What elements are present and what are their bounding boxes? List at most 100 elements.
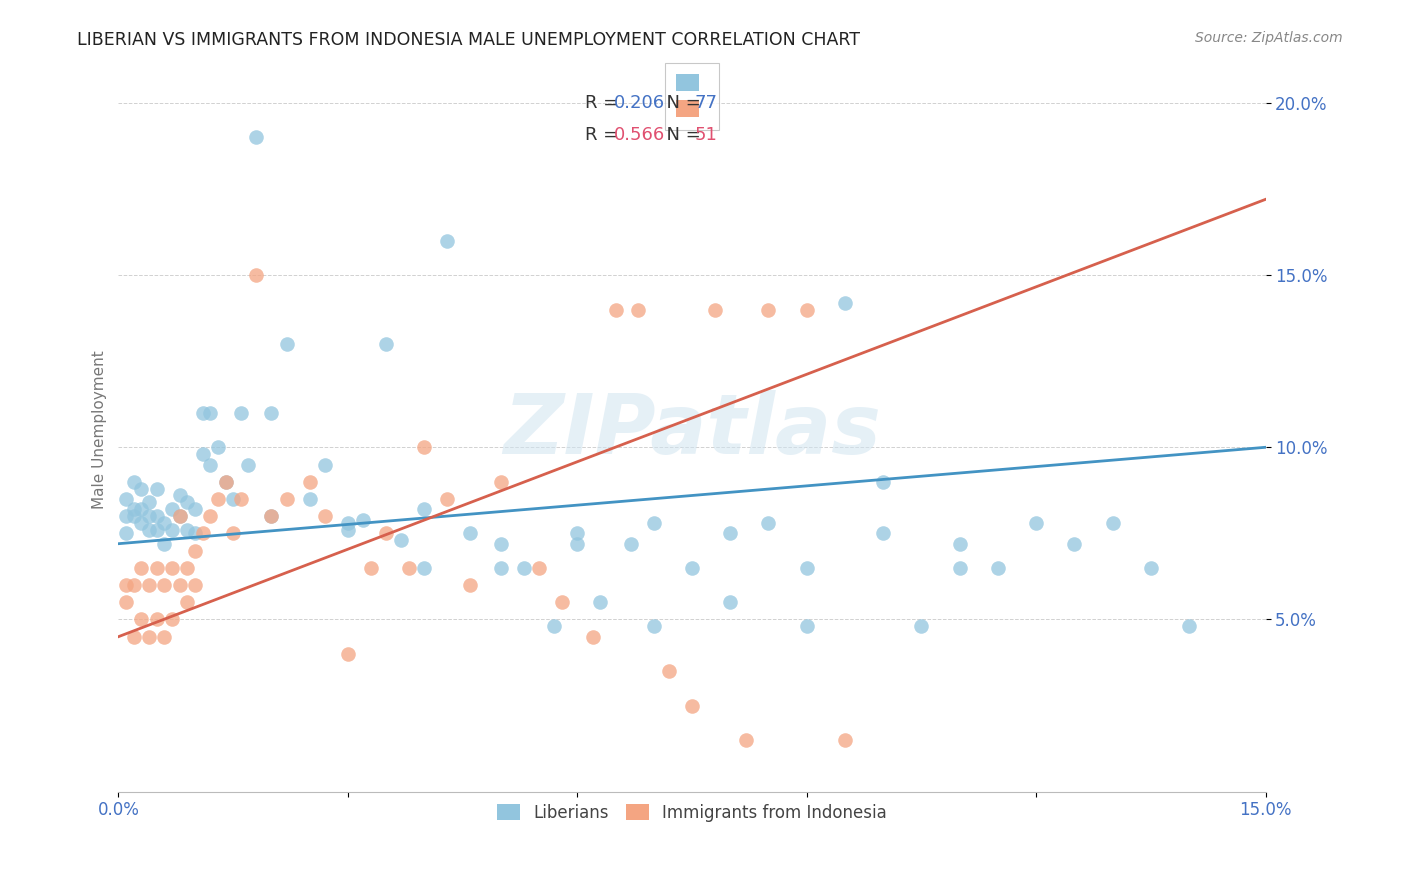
Point [987, 561, 1010, 575]
Point [834, 733, 856, 747]
Point [413, 440, 436, 454]
Point [1178, 619, 1201, 633]
Point [910, 619, 932, 633]
Point [551, 595, 574, 609]
Point [131, 561, 153, 575]
Point [191, 406, 214, 420]
Point [200, 509, 222, 524]
Point [160, 612, 183, 626]
Text: R =: R = [585, 126, 624, 144]
Point [214, 475, 236, 489]
Point [298, 491, 321, 506]
Point [115, 578, 138, 592]
Point [872, 526, 894, 541]
Point [145, 509, 167, 524]
Text: 0.566: 0.566 [614, 126, 665, 144]
Point [145, 523, 167, 537]
Point [214, 475, 236, 489]
Point [222, 526, 245, 541]
Text: N =: N = [655, 126, 707, 144]
Point [413, 502, 436, 516]
Point [245, 130, 267, 145]
Point [796, 302, 818, 317]
Point [949, 561, 972, 575]
Point [138, 630, 160, 644]
Point [115, 526, 138, 541]
Point [489, 561, 512, 575]
Point [176, 523, 198, 537]
Point [458, 526, 481, 541]
Point [352, 513, 374, 527]
Point [145, 612, 167, 626]
Point [138, 495, 160, 509]
Point [389, 533, 412, 548]
Point [153, 516, 176, 530]
Point [314, 458, 336, 472]
Point [200, 406, 222, 420]
Text: 51: 51 [695, 126, 717, 144]
Point [169, 509, 191, 524]
Point [620, 537, 643, 551]
Text: ZIPatlas: ZIPatlas [503, 390, 882, 471]
Point [207, 440, 229, 454]
Point [260, 406, 283, 420]
Point [436, 234, 458, 248]
Text: 77: 77 [695, 95, 717, 112]
Point [872, 475, 894, 489]
Point [184, 578, 207, 592]
Point [489, 475, 512, 489]
Point [796, 561, 818, 575]
Point [138, 509, 160, 524]
Point [436, 491, 458, 506]
Point [413, 561, 436, 575]
Point [643, 516, 665, 530]
Point [589, 595, 612, 609]
Point [115, 509, 138, 524]
Point [336, 523, 359, 537]
Point [398, 561, 420, 575]
Point [131, 612, 153, 626]
Point [245, 268, 267, 282]
Point [734, 733, 756, 747]
Point [336, 516, 359, 530]
Point [131, 502, 153, 516]
Point [184, 502, 207, 516]
Point [238, 458, 260, 472]
Point [360, 561, 382, 575]
Point [1025, 516, 1047, 530]
Point [115, 595, 138, 609]
Point [260, 509, 283, 524]
Point [207, 491, 229, 506]
Point [276, 491, 298, 506]
Point [131, 516, 153, 530]
Point [567, 537, 589, 551]
Point [122, 578, 145, 592]
Legend: Liberians, Immigrants from Indonesia: Liberians, Immigrants from Indonesia [488, 796, 896, 830]
Point [122, 475, 145, 489]
Text: LIBERIAN VS IMMIGRANTS FROM INDONESIA MALE UNEMPLOYMENT CORRELATION CHART: LIBERIAN VS IMMIGRANTS FROM INDONESIA MA… [77, 31, 860, 49]
Point [567, 526, 589, 541]
Point [138, 578, 160, 592]
Point [796, 619, 818, 633]
Point [145, 561, 167, 575]
Point [153, 630, 176, 644]
Point [276, 337, 298, 351]
Point [298, 475, 321, 489]
Point [184, 543, 207, 558]
Point [160, 502, 183, 516]
Point [122, 630, 145, 644]
Point [153, 537, 176, 551]
Point [703, 302, 725, 317]
Point [336, 647, 359, 661]
Point [229, 406, 252, 420]
Point [222, 491, 245, 506]
Point [169, 488, 191, 502]
Point [314, 509, 336, 524]
Point [458, 578, 481, 592]
Point [758, 516, 780, 530]
Point [949, 537, 972, 551]
Point [191, 447, 214, 461]
Point [718, 526, 741, 541]
Point [643, 619, 665, 633]
Point [375, 526, 398, 541]
